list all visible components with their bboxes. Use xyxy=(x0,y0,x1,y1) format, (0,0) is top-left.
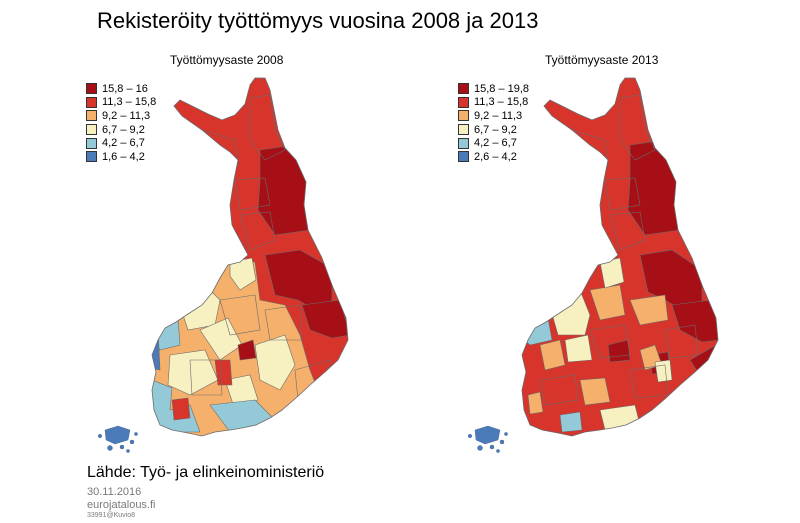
date-text: 30.11.2016 xyxy=(87,486,142,498)
legend-item: 2,6 – 4,2 xyxy=(458,150,529,164)
legend-label: 6,7 – 9,2 xyxy=(102,123,145,136)
source-text: Lähde: Työ- ja elinkeinoministeriö xyxy=(87,464,325,481)
aland-islands-2013 xyxy=(468,425,508,453)
map-title-2013: Työttömyysaste 2013 xyxy=(545,53,659,67)
legend-swatch xyxy=(458,124,469,136)
legend-item: 4,2 – 6,7 xyxy=(458,136,529,150)
legend-label: 2,6 – 4,2 xyxy=(474,150,517,163)
aland-islands-2008 xyxy=(98,425,138,453)
legend-item: 11,3 – 15,8 xyxy=(86,96,156,110)
legend-swatch xyxy=(86,83,97,95)
site-text: eurojatalous.fi xyxy=(87,499,156,511)
legend-label: 4,2 – 6,7 xyxy=(102,137,145,150)
legend-2008: 15,8 – 16 11,3 – 15,8 9,2 – 11,3 6,7 – 9… xyxy=(86,82,156,164)
legend-item: 9,2 – 11,3 xyxy=(86,109,156,123)
legend-swatch xyxy=(86,137,97,149)
legend-label: 9,2 – 11,3 xyxy=(474,109,523,122)
legend-item: 1,6 – 4,2 xyxy=(86,150,156,164)
legend-swatch xyxy=(458,151,469,163)
legend-swatch xyxy=(86,124,97,136)
legend-label: 15,8 – 19,8 xyxy=(474,82,530,95)
legend-item: 4,2 – 6,7 xyxy=(86,136,156,150)
legend-label: 15,8 – 16 xyxy=(102,82,148,95)
legend-swatch xyxy=(86,110,97,122)
map-2013: Työttömyysaste 2013 15,8 – 19,8 11,3 – 1… xyxy=(440,0,800,470)
chart-title: Rekisteröity työttömyys vuosina 2008 ja … xyxy=(97,8,539,33)
legend-label: 9,2 – 11,3 xyxy=(102,109,151,122)
legend-label: 6,7 – 9,2 xyxy=(474,123,517,136)
legend-swatch xyxy=(86,96,97,108)
legend-label: 1,6 – 4,2 xyxy=(102,150,145,163)
legend-label: 11,3 – 15,8 xyxy=(102,96,157,109)
legend-swatch xyxy=(458,83,469,95)
finland-map-2013 xyxy=(468,77,719,453)
legend-item: 15,8 – 16 xyxy=(86,82,156,96)
legend-2013: 15,8 – 19,8 11,3 – 15,8 9,2 – 11,3 6,7 –… xyxy=(458,82,529,164)
legend-item: 11,3 – 15,8 xyxy=(458,96,529,110)
legend-label: 4,2 – 6,7 xyxy=(474,137,517,150)
legend-swatch xyxy=(458,137,469,149)
legend-item: 6,7 – 9,2 xyxy=(458,123,529,137)
legend-item: 9,2 – 11,3 xyxy=(458,109,529,123)
legend-item: 6,7 – 9,2 xyxy=(86,123,156,137)
legend-item: 15,8 – 19,8 xyxy=(458,82,529,96)
legend-swatch xyxy=(458,96,469,108)
map-2008: Työttömyysaste 2008 15,8 – 16 11,3 – 15,… xyxy=(70,0,430,470)
map-title-2008: Työttömyysaste 2008 xyxy=(170,53,284,67)
legend-swatch xyxy=(458,110,469,122)
finland-map-2008 xyxy=(98,77,349,453)
figure-code: 33991@Kuvio8 xyxy=(87,512,135,519)
legend-label: 11,3 – 15,8 xyxy=(474,96,529,109)
legend-swatch xyxy=(86,151,97,163)
